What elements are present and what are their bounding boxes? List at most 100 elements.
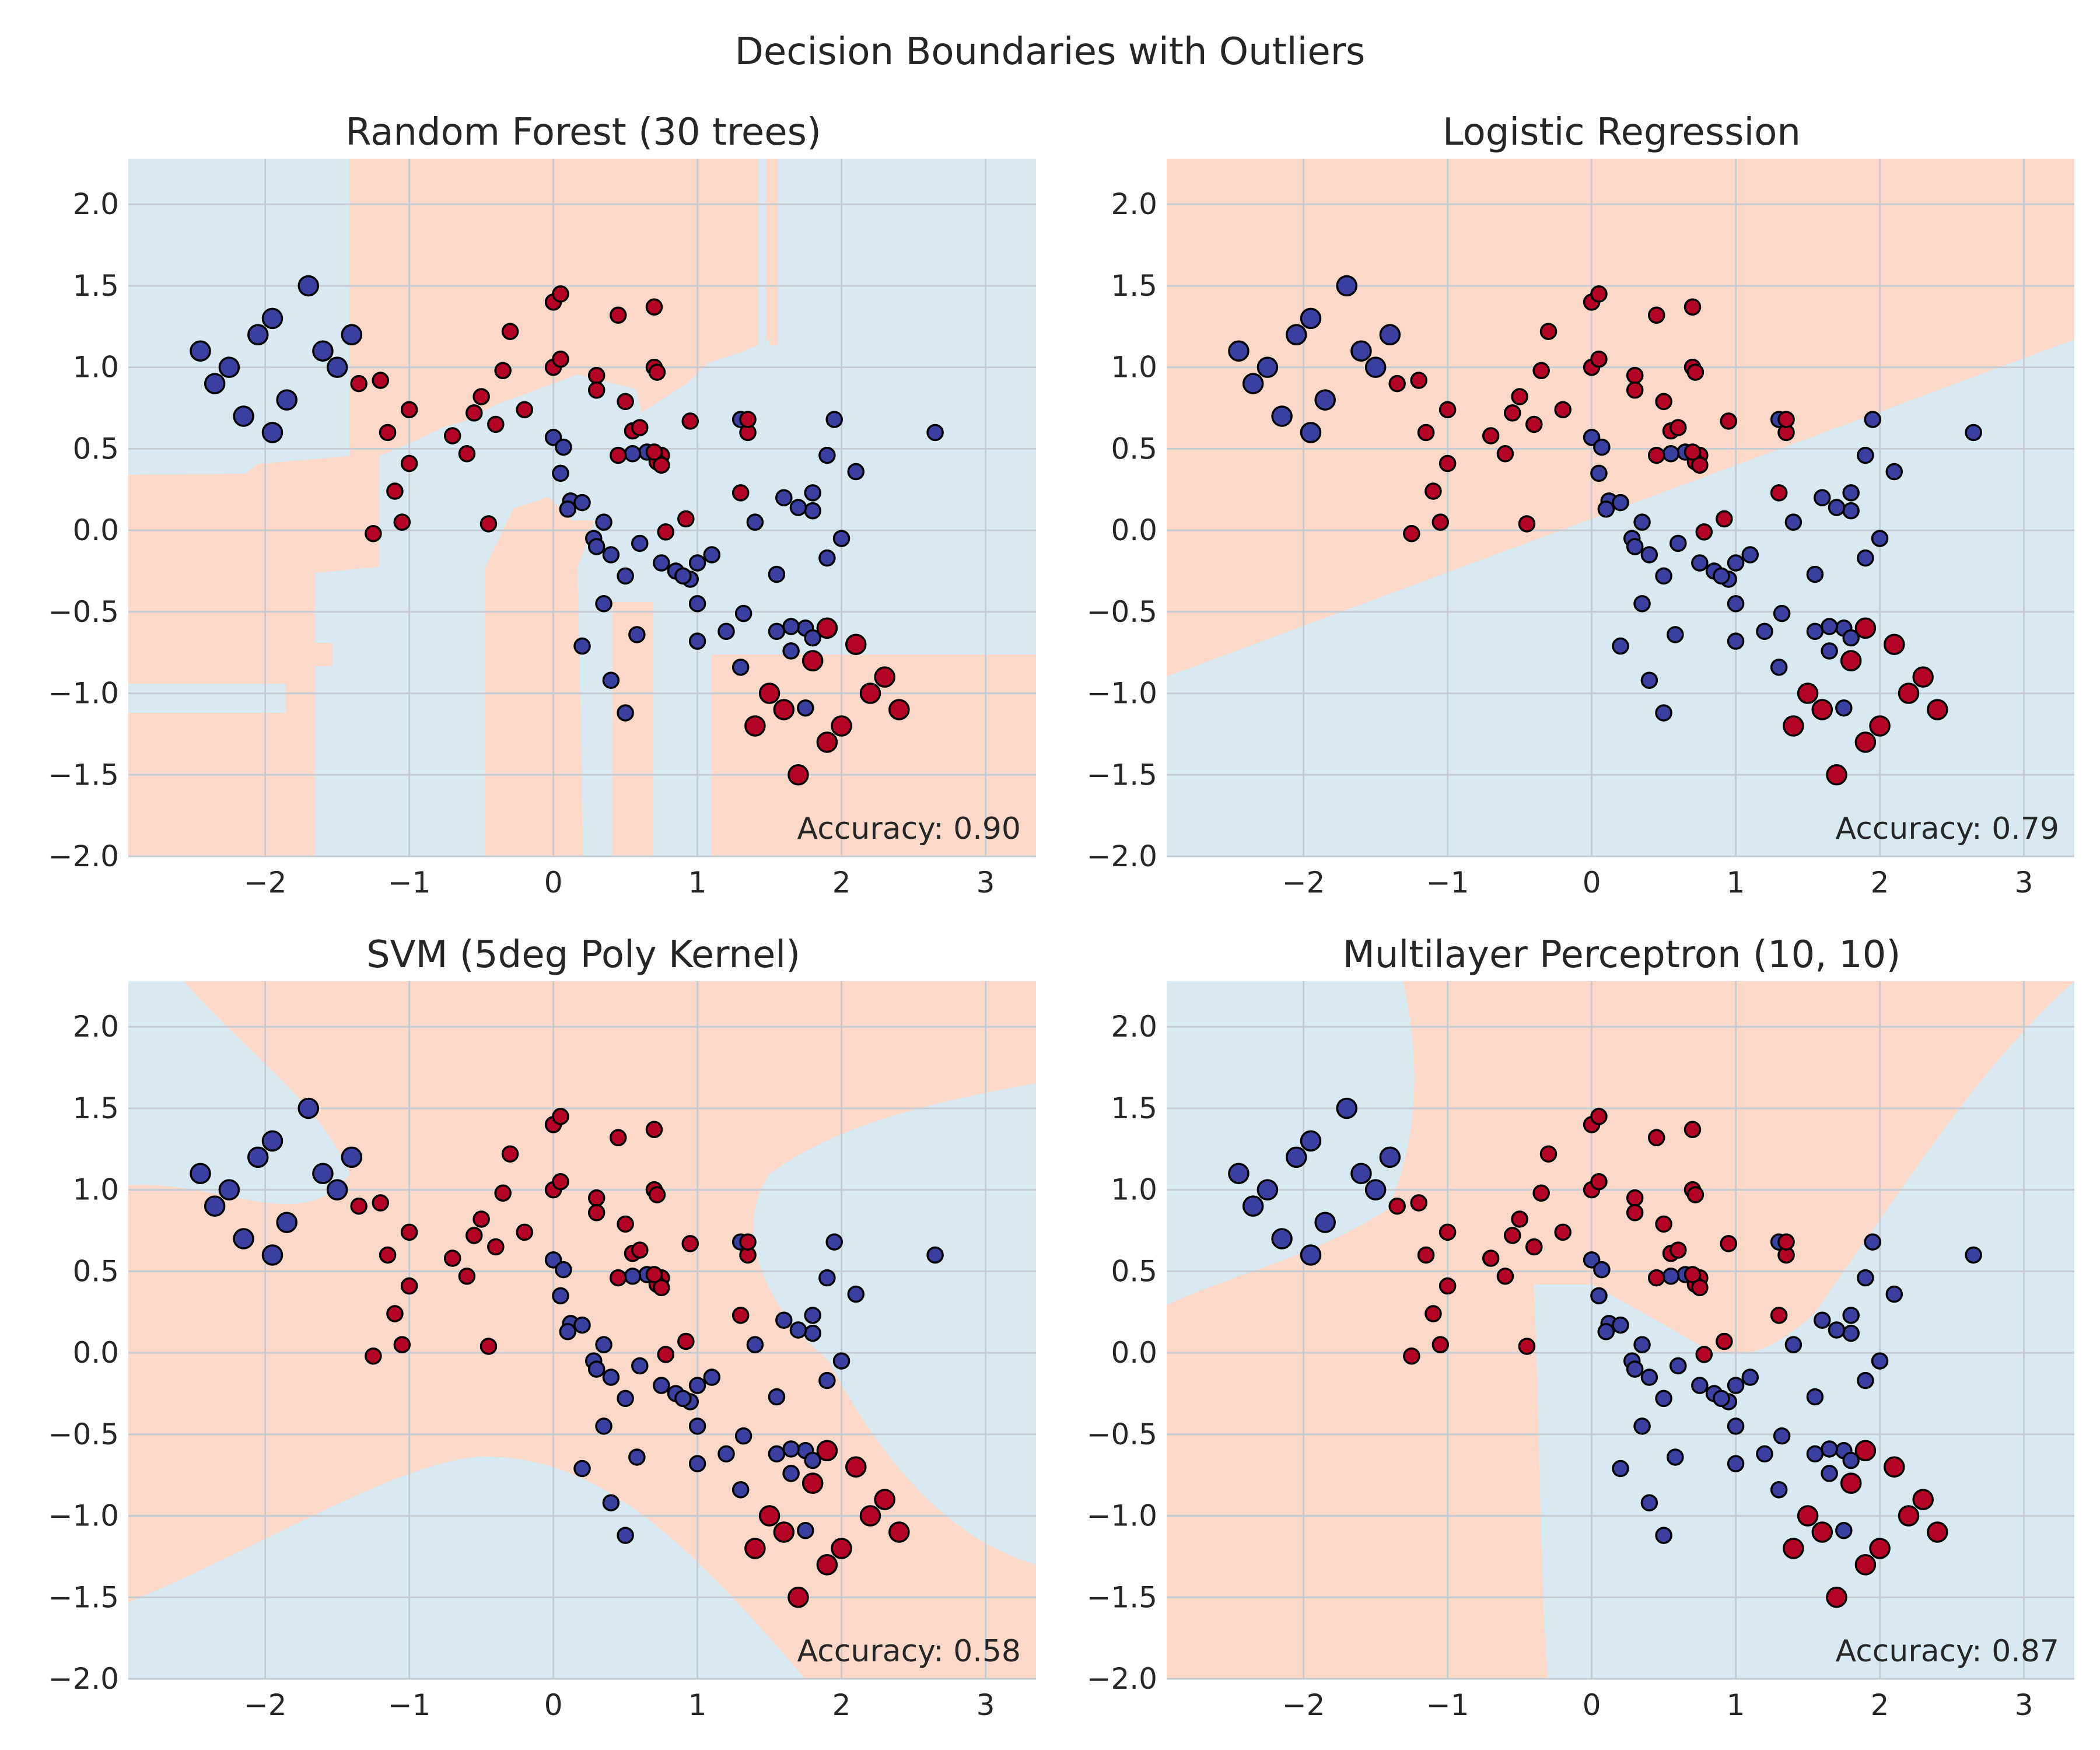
class1-point bbox=[350, 1197, 368, 1215]
class0-point bbox=[804, 484, 821, 502]
class0-point bbox=[789, 499, 807, 516]
class0-point bbox=[1773, 604, 1791, 622]
class0-point bbox=[1741, 1368, 1759, 1386]
class1-point bbox=[1626, 1204, 1644, 1222]
x-tick-labels: −2 −1 0 1 2 3 bbox=[244, 1688, 995, 1722]
class1-point bbox=[677, 510, 695, 528]
class1-point bbox=[1770, 1307, 1788, 1324]
y-tick-label: 1.5 bbox=[1111, 1091, 1157, 1125]
class0-outlier-point bbox=[247, 324, 269, 346]
class1-point bbox=[1720, 1235, 1737, 1252]
class0-point bbox=[718, 622, 735, 640]
class0-outlier-point bbox=[190, 1163, 211, 1184]
class0-point bbox=[1842, 502, 1860, 520]
class0-point bbox=[587, 538, 606, 555]
class1-point bbox=[1417, 1246, 1435, 1264]
panel-title: Logistic Regression bbox=[1443, 111, 1801, 154]
class0-outlier-point bbox=[1228, 340, 1250, 362]
class0-point bbox=[797, 699, 814, 717]
class0-point bbox=[559, 1323, 577, 1340]
class1-outlier-point bbox=[1854, 732, 1877, 753]
class0-point bbox=[1828, 499, 1846, 516]
class1-point bbox=[1716, 1332, 1733, 1350]
x-tick-label: 1 bbox=[1727, 866, 1745, 900]
class0-points bbox=[1228, 1097, 1982, 1544]
class0-point bbox=[1662, 445, 1680, 463]
class0-point bbox=[746, 1336, 764, 1353]
class1-point bbox=[487, 415, 505, 433]
class1-outlier-point bbox=[744, 1538, 766, 1559]
class0-point bbox=[1814, 1311, 1831, 1329]
class1-points bbox=[350, 1108, 910, 1608]
class1-point bbox=[1518, 1338, 1536, 1355]
class0-outlier-point bbox=[1242, 1195, 1264, 1217]
class0-point bbox=[1626, 538, 1644, 555]
class0-point bbox=[847, 1285, 865, 1303]
class1-point bbox=[1482, 427, 1500, 444]
class0-point bbox=[1965, 424, 1982, 442]
class1-point bbox=[1686, 363, 1704, 381]
y-tick-label: 0.0 bbox=[1111, 1336, 1157, 1370]
class0-outlier-point bbox=[312, 340, 334, 362]
class1-point bbox=[1655, 393, 1672, 411]
class0-outlier-point bbox=[1350, 1163, 1372, 1184]
class0-point bbox=[1583, 1251, 1601, 1269]
class1-point bbox=[379, 424, 397, 442]
class0-point bbox=[734, 1427, 752, 1445]
class1-point bbox=[365, 524, 382, 542]
class0-points bbox=[190, 275, 944, 722]
x-tick-label: −1 bbox=[388, 1688, 431, 1722]
class0-point bbox=[1640, 1494, 1658, 1511]
class0-outlier-point bbox=[190, 340, 211, 362]
class1-outlier-point bbox=[1884, 634, 1905, 655]
class0-point bbox=[1756, 1445, 1773, 1463]
x-tick-label: −2 bbox=[244, 1688, 287, 1722]
figure-suptitle: Decision Boundaries with Outliers bbox=[735, 30, 1366, 74]
class0-point bbox=[825, 1233, 843, 1251]
x-tick-label: 3 bbox=[2015, 1688, 2034, 1722]
class0-point bbox=[688, 554, 706, 572]
class0-point bbox=[1864, 411, 1881, 428]
class1-point bbox=[1590, 1108, 1608, 1125]
class0-point bbox=[1857, 1269, 1874, 1287]
class1-outlier-point bbox=[744, 715, 766, 737]
class1-outlier-point bbox=[888, 699, 910, 720]
y-tick-label: 1.0 bbox=[1111, 351, 1157, 384]
class0-point bbox=[1828, 1321, 1846, 1339]
class1-point bbox=[1518, 515, 1536, 533]
x-tick-label: −2 bbox=[244, 866, 287, 900]
class1-point bbox=[677, 1332, 695, 1350]
gridlines bbox=[1167, 159, 2074, 858]
class1-point bbox=[657, 523, 675, 541]
y-tick-labels: −2.0 −1.5 −1.0 −0.5 0.0 0.5 1.0 1.5 2.0 bbox=[48, 1010, 119, 1696]
class1-point bbox=[400, 1277, 418, 1295]
class0-outlier-point bbox=[341, 1146, 363, 1168]
class0-point bbox=[818, 446, 836, 464]
class1-outlier-point bbox=[845, 634, 867, 655]
class1-points bbox=[1388, 1108, 1948, 1608]
class0-point bbox=[1784, 1336, 1803, 1353]
class0-point bbox=[1670, 1357, 1687, 1375]
class0-point bbox=[1727, 632, 1745, 650]
class0-point bbox=[775, 1311, 793, 1329]
y-tick-labels: −2.0 −1.5 −1.0 −0.5 0.0 0.5 1.0 1.5 2.0 bbox=[1087, 187, 1157, 873]
class0-point bbox=[1885, 463, 1903, 481]
x-tick-label: −1 bbox=[1426, 1688, 1469, 1722]
class1-outlier-point bbox=[758, 1505, 780, 1527]
class0-point bbox=[1835, 1521, 1853, 1539]
class1-point bbox=[1417, 424, 1435, 442]
class0-outlier-point bbox=[326, 356, 348, 378]
class0-points bbox=[190, 1097, 944, 1544]
class1-point bbox=[1424, 482, 1442, 500]
class0-point bbox=[1842, 1324, 1860, 1342]
class1-point bbox=[1410, 372, 1427, 389]
class0-point bbox=[559, 501, 577, 518]
class1-point bbox=[487, 1238, 505, 1256]
class0-point bbox=[775, 489, 793, 506]
class0-point bbox=[674, 1390, 692, 1408]
x-tick-label: 0 bbox=[1583, 866, 1601, 900]
class0-point bbox=[1590, 1287, 1608, 1305]
class1-point bbox=[645, 298, 663, 316]
class0-point bbox=[1713, 567, 1730, 585]
y-tick-label: 0.5 bbox=[72, 1254, 119, 1288]
